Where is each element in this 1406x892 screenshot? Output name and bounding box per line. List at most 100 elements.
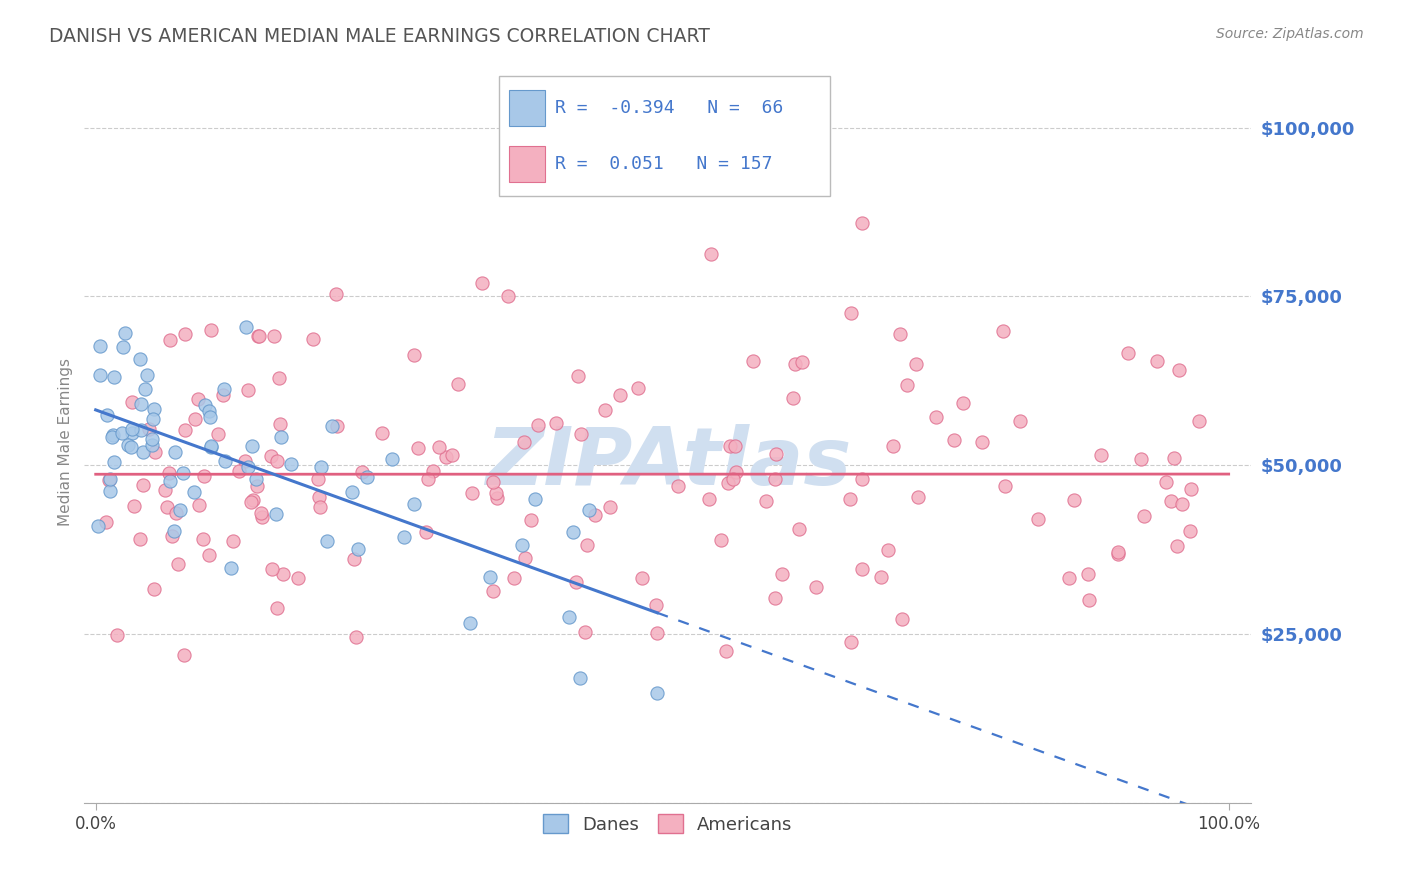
Point <box>770 566 793 581</box>
Point <box>481 475 503 489</box>
Point <box>513 435 536 450</box>
Point <box>461 486 484 500</box>
Point <box>991 324 1014 338</box>
Point <box>264 507 287 521</box>
Point <box>422 465 444 479</box>
Point <box>263 329 285 343</box>
Point <box>851 472 873 486</box>
Point <box>838 492 860 507</box>
Point <box>485 491 508 505</box>
Point <box>415 524 437 539</box>
Point <box>326 418 349 433</box>
Point <box>402 497 425 511</box>
Point <box>247 329 270 343</box>
Point <box>159 333 181 347</box>
Point <box>174 327 197 342</box>
Point <box>763 472 786 486</box>
Point <box>101 428 124 442</box>
Point <box>434 450 457 464</box>
Point <box>905 357 928 371</box>
Point <box>172 466 194 480</box>
Point <box>851 216 873 230</box>
Point <box>561 525 583 540</box>
Point <box>270 429 292 443</box>
Point <box>972 435 994 450</box>
Point <box>260 449 283 463</box>
Point <box>755 493 778 508</box>
Point <box>198 409 221 424</box>
Point <box>724 439 747 453</box>
Point <box>1078 593 1101 607</box>
Point <box>89 338 111 352</box>
Point <box>194 398 217 412</box>
Point <box>142 411 165 425</box>
Point <box>513 551 536 566</box>
Point <box>718 439 741 453</box>
Point <box>121 426 143 441</box>
Point <box>484 486 506 500</box>
Point <box>627 382 650 396</box>
Point <box>120 440 142 454</box>
Point <box>214 454 236 468</box>
Point <box>482 584 505 599</box>
Point <box>1160 493 1182 508</box>
Point <box>1077 567 1099 582</box>
Point <box>183 485 205 500</box>
Point <box>159 466 181 480</box>
Point <box>219 561 242 575</box>
Point <box>943 433 966 447</box>
Point <box>269 417 291 431</box>
Point <box>471 277 494 291</box>
Point <box>346 541 368 556</box>
Text: ZIPAtlas: ZIPAtlas <box>485 425 851 502</box>
Text: R =  0.051   N = 157: R = 0.051 N = 157 <box>555 154 773 173</box>
Point <box>307 472 329 486</box>
Point <box>783 357 806 371</box>
Point <box>211 388 233 402</box>
Point <box>240 439 263 453</box>
Point <box>418 472 440 486</box>
Point <box>98 473 121 487</box>
Point <box>371 426 394 441</box>
Point <box>344 630 367 644</box>
Point <box>193 532 215 546</box>
Point <box>1116 346 1139 360</box>
Point <box>143 445 166 459</box>
Point <box>121 422 143 436</box>
Point <box>593 403 616 417</box>
Point <box>716 643 738 657</box>
Point <box>526 417 548 432</box>
Point <box>246 329 269 343</box>
Point <box>1146 353 1168 368</box>
Point <box>839 306 862 320</box>
Point <box>308 500 330 514</box>
Point <box>717 476 740 491</box>
Point <box>478 570 501 584</box>
Point <box>309 460 332 475</box>
Point <box>806 580 828 594</box>
Point <box>112 340 135 354</box>
Point <box>645 598 668 612</box>
Point <box>287 571 309 585</box>
Point <box>1132 508 1154 523</box>
Legend: Danes, Americans: Danes, Americans <box>536 807 800 841</box>
Point <box>578 502 600 516</box>
Point <box>114 326 136 340</box>
Point <box>952 396 974 410</box>
Point <box>503 571 526 585</box>
Point <box>280 457 302 471</box>
Point <box>212 382 235 396</box>
Point <box>169 503 191 517</box>
Point <box>89 368 111 382</box>
Point <box>260 562 283 576</box>
Point <box>765 447 787 461</box>
Point <box>763 591 786 606</box>
Point <box>240 494 263 508</box>
Point <box>1107 545 1129 559</box>
Point <box>565 574 588 589</box>
Point <box>889 327 911 342</box>
Point <box>925 409 948 424</box>
Point <box>98 484 121 499</box>
Point <box>1188 414 1211 428</box>
Point <box>496 289 519 303</box>
